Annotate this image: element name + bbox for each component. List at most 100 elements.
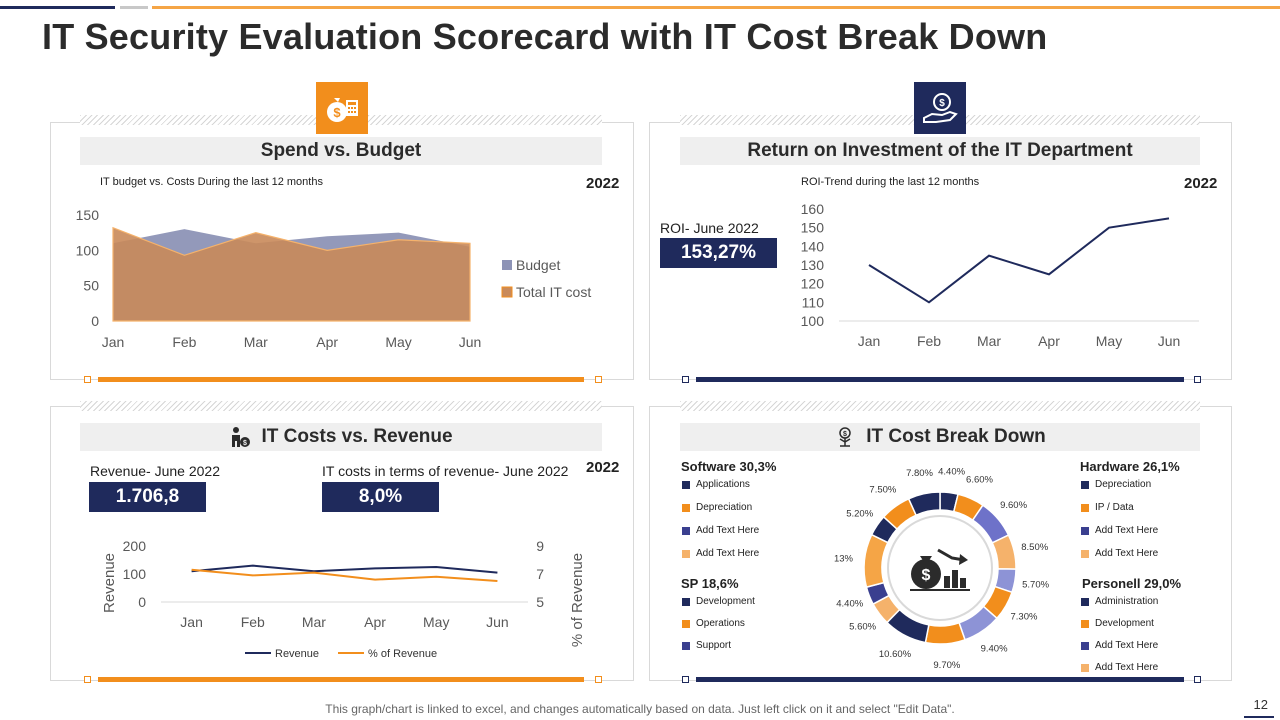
hatch-costs (80, 401, 602, 411)
slice-label: 4.40% (938, 467, 965, 478)
y-tick-label: 160 (801, 201, 825, 217)
group-hardware-title: Hardware 26,1% (1080, 459, 1180, 474)
breakdown-accent-bar (696, 677, 1184, 682)
y-tick-label: 150 (76, 207, 100, 223)
group-sp-title: SP 18,6% (681, 576, 739, 591)
legend-label: Total IT cost (516, 284, 591, 300)
person-money-icon: $ (229, 426, 251, 448)
x-tick-label: Feb (917, 333, 941, 349)
top-line-orange (152, 6, 1280, 9)
itcost-kpi-label: IT costs in terms of revenue- June 2022 (322, 463, 569, 479)
spend-accent-right (595, 376, 602, 383)
itcost-kpi-value: 8,0% (322, 482, 439, 512)
legend-swatch (1081, 597, 1089, 606)
slice-label: 7.30% (1010, 612, 1037, 623)
legend-swatch (682, 549, 690, 558)
legend-item: Development (1081, 618, 1154, 629)
x-tick-label: Jun (459, 334, 482, 350)
legend-swatch (1081, 663, 1089, 672)
y-tick-label: 130 (801, 257, 825, 273)
legend-label: Add Text Here (1095, 525, 1159, 536)
legend-item: Add Text Here (1081, 662, 1158, 673)
legend-swatch (682, 480, 690, 489)
legend-label: Add Text Here (696, 525, 760, 536)
legend-label: Budget (516, 257, 560, 273)
slice-label: 5.20% (846, 509, 873, 520)
legend-label: Add Text Here (1095, 548, 1159, 559)
bar-icon (944, 576, 950, 588)
costs-accent-left (84, 676, 91, 683)
y-tick-label: 150 (801, 220, 825, 236)
x-tick-label: Jun (486, 614, 509, 630)
legend-swatch (682, 597, 690, 606)
donut-slice (924, 621, 966, 645)
legend-item: Development (682, 596, 755, 607)
x-tick-label: Mar (244, 334, 268, 350)
money-bag-top-icon (920, 556, 932, 562)
legend-item: Add Text Here (1081, 548, 1158, 559)
money-bag-icon (911, 559, 941, 589)
legend-item: Support (682, 640, 731, 651)
y-right-tick-label: 7 (536, 566, 544, 582)
slice-label: 9.60% (1000, 500, 1027, 511)
x-tick-label: Feb (241, 614, 265, 630)
slice-label: 7.50% (869, 485, 896, 496)
legend-label: Add Text Here (696, 548, 760, 559)
legend-swatch (501, 286, 513, 298)
x-tick-label: May (385, 334, 411, 350)
x-tick-label: May (1096, 333, 1122, 349)
group-software-title: Software 30,3% (681, 459, 777, 474)
legend-label: Administration (1095, 596, 1159, 607)
x-tick-label: Jan (858, 333, 881, 349)
legend-label: Development (696, 596, 755, 607)
bar-icon (952, 570, 958, 588)
roi-subtitle: ROI-Trend during the last 12 months (801, 176, 980, 188)
top-line-grey (120, 6, 148, 9)
slice-label: 7.80% (906, 468, 933, 479)
donut-slice (863, 533, 889, 589)
legend-swatch (1081, 641, 1089, 650)
slice-label: 9.70% (933, 660, 960, 671)
x-tick-label: May (423, 614, 449, 630)
legend-swatch (682, 619, 690, 628)
svg-text:$: $ (333, 105, 341, 120)
legend-label: Depreciation (1095, 479, 1152, 490)
legend-label: Development (1095, 618, 1154, 629)
roi-line (868, 217, 1170, 304)
legend-swatch (1081, 619, 1089, 628)
svg-text:$: $ (939, 98, 945, 109)
breakdown-donut-chart: 4.40%6.60%9.60%8.50%5.70%7.30%9.40%9.70%… (834, 467, 1050, 671)
donut-slice (907, 491, 941, 517)
y-tick-label: 100 (801, 313, 825, 329)
costs-chart: 0 100 200 5 7 9 Jan Feb Mar Apr May Jun Revenue % of … (101, 538, 586, 660)
slice-label: 8.50% (1021, 542, 1048, 553)
slice-label: 10.60% (879, 649, 912, 660)
roi-header: Return on Investment of the IT Departmen… (680, 137, 1200, 165)
x-tick-label: Jan (102, 334, 125, 350)
legend-label: % of Revenue (368, 648, 437, 660)
spend-title: Spend vs. Budget (260, 140, 422, 161)
legend-item: Add Text Here (682, 548, 759, 559)
legend-label: Applications (696, 479, 750, 490)
legend-swatch (682, 641, 690, 650)
y-tick-label: 110 (802, 294, 825, 310)
hand-coin-icon: $ (914, 82, 966, 134)
spend-year: 2022 (586, 175, 620, 192)
page-title: IT Security Evaluation Scorecard with IT… (42, 16, 1048, 57)
y-right-axis-label: % of Revenue (569, 553, 586, 647)
spend-chart: 0 50 100 150 Jan Feb Mar Apr May Jun Budget Total I… (76, 207, 592, 350)
footer-note: This graph/chart is linked to excel, and… (325, 702, 955, 716)
y-axis-label: Revenue (101, 553, 118, 613)
roi-kpi-value: 153,27% (660, 238, 777, 268)
y-tick-label: 50 (83, 278, 99, 294)
slice-label: 9.40% (981, 644, 1008, 655)
legend-swatch (1081, 549, 1089, 558)
y-tick-label: 140 (801, 238, 825, 254)
spend-accent-bar (98, 377, 584, 382)
legend-label: Operations (696, 618, 745, 629)
costs-header: $ IT Costs vs. Revenue (80, 423, 602, 451)
legend-item: Operations (682, 618, 745, 629)
y-right-tick-label: 5 (536, 594, 544, 610)
legend-swatch (1081, 526, 1089, 535)
y-tick-label: 120 (801, 276, 825, 292)
